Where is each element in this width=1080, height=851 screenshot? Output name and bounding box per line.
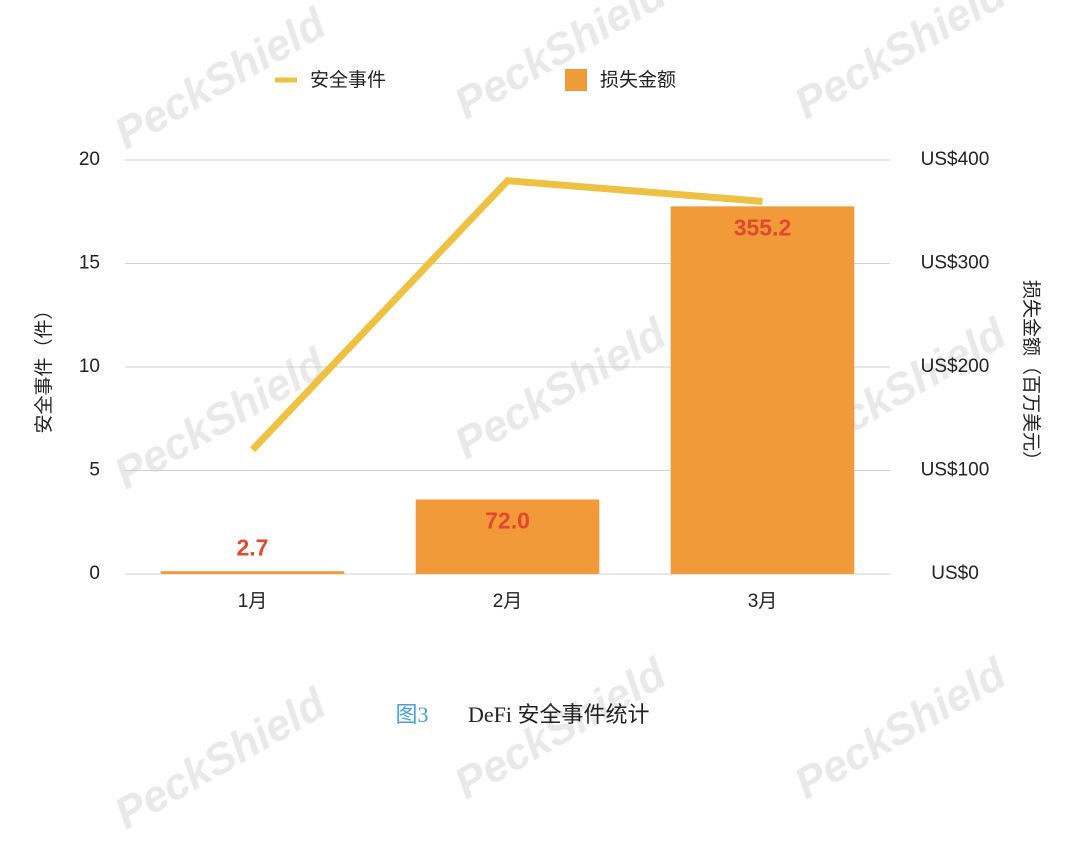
y2-tick-label: US$400 [921, 149, 990, 170]
bar [415, 499, 600, 574]
value-label: 72.0 [485, 508, 530, 534]
watermark: PeckShield [106, 338, 335, 498]
watermark: PeckShield [446, 308, 675, 468]
y-tick-label: 20 [79, 149, 100, 170]
value-label: 2.7 [237, 534, 269, 560]
watermark: PeckShield [106, 678, 335, 838]
y2-tick-label: US$100 [921, 460, 990, 481]
x-tick-label: 3月 [748, 591, 778, 612]
line [249, 177, 763, 453]
caption: DeFi 安全事件统计 [468, 702, 650, 727]
value-label: 355.2 [734, 214, 792, 240]
watermark: PeckShield [446, 0, 675, 129]
watermark: PeckShield [446, 648, 675, 808]
y-axis-title: 安全事件（件） [33, 300, 55, 433]
x-tick-label: 2月 [493, 591, 523, 612]
y-tick-label: 10 [79, 356, 100, 377]
watermark: PeckShield [786, 648, 1015, 808]
bar [160, 571, 345, 574]
legend-swatch [565, 69, 587, 91]
y2-tick-label: US$0 [931, 563, 979, 584]
x-tick-label: 1月 [238, 591, 268, 612]
y2-axis-title: 损失金额（百万美元） [1020, 280, 1042, 470]
y2-tick-label: US$200 [921, 356, 990, 377]
watermark: PeckShield [786, 0, 1015, 129]
figure-number: 图3 [395, 702, 428, 727]
y2-tick-label: US$300 [921, 253, 990, 274]
y-tick-label: 5 [89, 460, 100, 481]
legend-label: 损失金额 [600, 69, 676, 91]
watermark: PeckShield [106, 0, 335, 159]
legend-label: 安全事件 [310, 69, 386, 91]
y-tick-label: 0 [89, 563, 100, 584]
y-tick-label: 15 [79, 253, 100, 274]
bar [670, 206, 855, 575]
